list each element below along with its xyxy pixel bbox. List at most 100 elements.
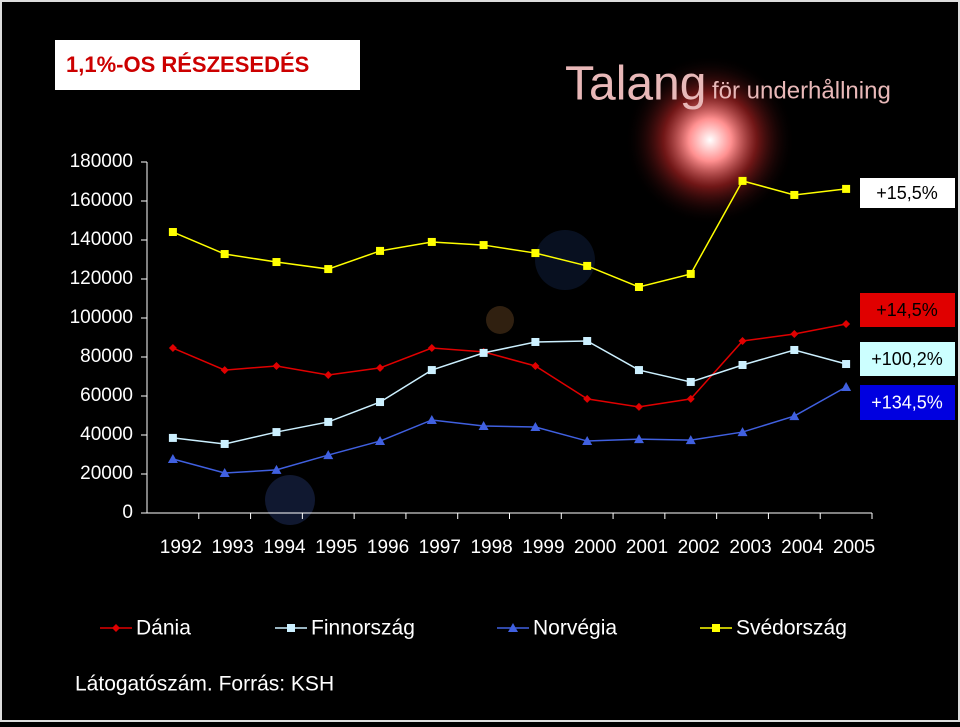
legend-marker: [712, 624, 720, 632]
data-point: [427, 366, 436, 375]
y-tick-label: 160000: [70, 190, 133, 211]
series-line: [172, 180, 847, 288]
annotation: +134,5%: [871, 392, 943, 412]
data-point: [583, 394, 592, 403]
data-point: [582, 436, 593, 446]
legend-marker: [287, 624, 295, 632]
decor-bubble: [265, 475, 315, 525]
data-point: [479, 348, 488, 357]
x-tick-label: 2004: [781, 537, 824, 558]
data-point: [530, 422, 541, 432]
logo-tagline: för underhållning: [712, 77, 891, 104]
data-point: [842, 360, 851, 369]
data-point: [376, 398, 385, 407]
data-point: [685, 435, 696, 445]
x-tick-label: 2005: [833, 537, 875, 558]
data-point: [531, 361, 540, 370]
legend-label: Norvégia: [533, 617, 617, 640]
data-point: [324, 265, 333, 274]
data-point: [790, 329, 799, 338]
y-tick-label: 100000: [70, 307, 133, 328]
x-tick-label: 1995: [315, 537, 357, 558]
data-point: [531, 337, 540, 346]
annotation-box: [860, 178, 955, 208]
x-tick-label: 2003: [729, 537, 771, 558]
data-point: [168, 228, 177, 237]
data-point: [633, 434, 644, 444]
data-point: [220, 439, 229, 448]
data-point: [738, 176, 747, 185]
x-tick-label: 2002: [678, 537, 720, 558]
data-point: [583, 261, 592, 270]
decor-glow: [625, 55, 795, 225]
data-point: [376, 246, 385, 255]
x-tick-label: 1992: [160, 537, 202, 558]
data-point: [686, 377, 695, 386]
decor-bubble: [486, 306, 514, 334]
y-tick-label: 20000: [80, 463, 133, 484]
data-point: [738, 360, 747, 369]
data-point: [842, 184, 851, 193]
y-tick-label: 60000: [80, 385, 133, 406]
annotation-box: [860, 342, 955, 376]
data-point: [479, 241, 488, 250]
data-point: [272, 428, 281, 437]
data-point: [634, 366, 643, 375]
data-point: [427, 344, 436, 353]
data-point: [789, 411, 800, 421]
data-point: [323, 450, 334, 460]
data-point: [790, 190, 799, 199]
data-point: [583, 337, 592, 346]
y-tick-label: 120000: [70, 268, 133, 289]
y-tick-label: 140000: [70, 229, 133, 250]
data-point: [634, 282, 643, 291]
data-point: [271, 464, 282, 474]
legend-label: Svédország: [736, 617, 847, 640]
data-point: [634, 402, 643, 411]
data-point: [841, 382, 852, 392]
data-point: [531, 249, 540, 258]
y-tick-label: 0: [122, 502, 133, 523]
data-point: [324, 417, 333, 426]
data-point: [426, 414, 437, 424]
data-point: [220, 366, 229, 375]
data-point: [790, 345, 799, 354]
data-point: [738, 337, 747, 346]
data-point: [272, 258, 281, 267]
legend-label: Dánia: [136, 617, 191, 640]
legend-marker: [508, 623, 518, 632]
data-point: [220, 250, 229, 259]
data-point: [842, 320, 851, 329]
y-tick-label: 80000: [80, 346, 133, 367]
data-point: [737, 427, 748, 437]
annotation: +14,5%: [876, 300, 938, 320]
x-tick-label: 2001: [626, 537, 668, 558]
x-tick-label: 1996: [367, 537, 409, 558]
data-point: [168, 433, 177, 442]
x-tick-label: 1999: [522, 537, 564, 558]
x-tick-label: 2000: [574, 537, 616, 558]
title-box: [55, 40, 360, 90]
data-point: [272, 361, 281, 370]
x-tick-label: 1993: [212, 537, 254, 558]
data-point: [427, 237, 436, 246]
legend-label: Finnország: [311, 617, 415, 640]
chart-title: 1,1%-OS RÉSZESEDÉS: [66, 52, 309, 77]
data-point: [376, 363, 385, 372]
x-tick-label: 1998: [470, 537, 512, 558]
data-point: [686, 394, 695, 403]
annotation: +15,5%: [876, 183, 938, 203]
x-tick-label: 1997: [419, 537, 461, 558]
y-tick-label: 180000: [70, 151, 133, 172]
data-point: [686, 269, 695, 278]
data-point: [324, 370, 333, 379]
y-tick-label: 40000: [80, 424, 133, 445]
logo-name: Talang: [565, 58, 706, 111]
footnote: Látogatószám. Forrás: KSH: [75, 673, 334, 696]
legend-marker: [112, 624, 120, 632]
annotation-box: [860, 385, 955, 420]
data-point: [219, 468, 230, 478]
series-line: [172, 340, 847, 445]
